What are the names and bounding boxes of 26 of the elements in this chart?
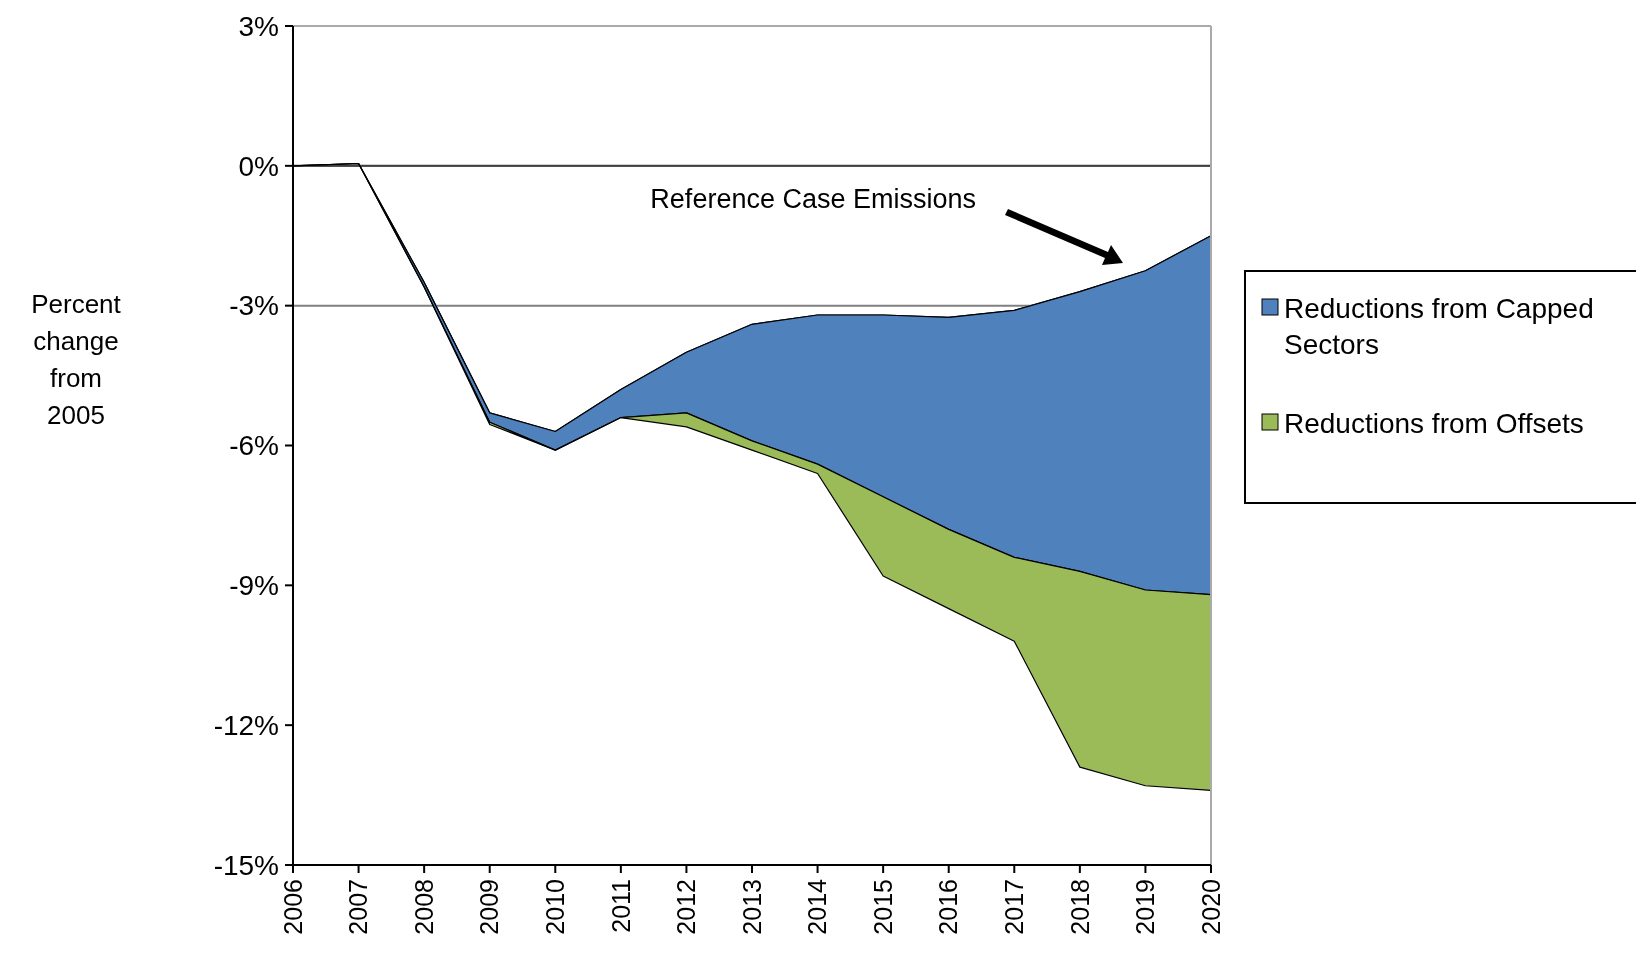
y-tick-label: -15% — [213, 849, 279, 881]
x-tick-label: 2020 — [1196, 879, 1225, 935]
x-tick-label: 2019 — [1131, 879, 1160, 935]
x-tick-label: 2006 — [278, 879, 307, 935]
x-tick-label: 2015 — [868, 879, 897, 935]
x-tick-label: 2013 — [737, 879, 766, 935]
y-tick-label: 3% — [238, 10, 279, 42]
y-tick-label: -12% — [213, 709, 279, 741]
x-tick-label: 2011 — [606, 879, 635, 933]
x-tick-label: 2012 — [672, 879, 701, 935]
legend-label: Reductions from Capped Sectors — [1284, 292, 1594, 360]
y-tick-label: -3% — [229, 290, 279, 322]
legend-label: Reductions from Offsets — [1284, 407, 1584, 439]
x-tick-label: 2009 — [475, 879, 504, 935]
x-tick-label: 2010 — [541, 879, 570, 935]
x-tick-label: 2007 — [344, 879, 373, 935]
x-tick-label: 2017 — [1000, 879, 1029, 935]
x-tick-label: 2008 — [409, 879, 438, 935]
y-tick-label: -9% — [229, 570, 279, 602]
y-tick-label: 0% — [238, 150, 279, 182]
y-axis-title: Percent change from 2005 — [31, 289, 122, 430]
x-tick-label: 2016 — [934, 879, 963, 935]
x-tick-label: 2014 — [803, 878, 832, 935]
y-tick-label: -6% — [229, 430, 279, 462]
annotation: Reference Case Emissions — [650, 184, 976, 214]
x-tick-label: 2018 — [1065, 879, 1094, 935]
